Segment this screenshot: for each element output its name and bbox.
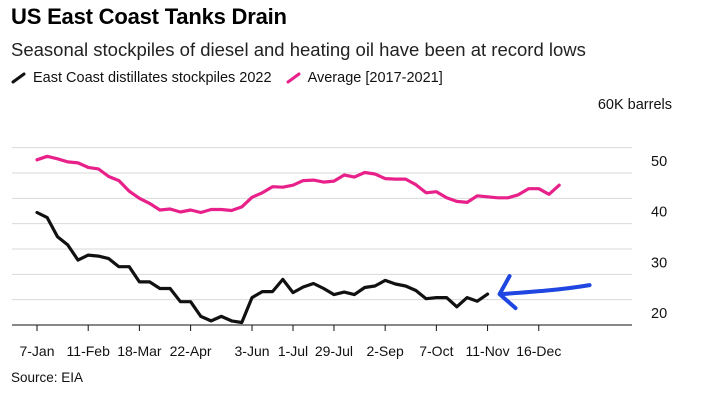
legend: East Coast distillates stockpiles 2022 A… — [11, 70, 457, 86]
legend-label-average: Average [2017-2021] — [307, 70, 443, 86]
y-tick-30: 30 — [651, 255, 667, 271]
chart-subtitle: Seasonal stockpiles of diesel and heatin… — [11, 39, 586, 60]
arrow-shaft — [499, 283, 592, 297]
legend-swatch-average — [286, 72, 301, 84]
legend-item-2022: East Coast distillates stockpiles 2022 — [11, 70, 272, 86]
x-axis: 7-Jan 11-Feb 18-Mar 22-Apr 3-Jun 1-Jul 29-Jul 2… — [12, 324, 632, 359]
series-lines — [35, 154, 561, 325]
y-axis-ticks: 20 30 40 50 — [651, 154, 667, 322]
x-tick-label-1-Jul: 1-Jul — [278, 343, 308, 359]
x-tick-label-7-Jan: 7-Jan — [19, 343, 54, 359]
x-tick-label-29-Jul: 29-Jul — [315, 343, 353, 359]
gridlines — [12, 147, 632, 301]
x-tick-label-3-Jun: 3-Jun — [235, 343, 270, 359]
x-tick-label-2-Sep: 2-Sep — [366, 343, 404, 359]
y-axis-unit-label: 60K barrels — [597, 97, 672, 113]
y-tick-20: 20 — [651, 306, 667, 322]
arrow-head — [497, 274, 518, 311]
x-tick-label-7-Oct: 7-Oct — [419, 343, 453, 359]
x-tick-label-11-Feb: 11-Feb — [67, 343, 111, 359]
series-line-2022 — [35, 210, 490, 325]
x-tick-label-16-Dec: 16-Dec — [516, 343, 561, 359]
y-tick-40: 40 — [651, 205, 667, 221]
chart-title: US East Coast Tanks Drain — [11, 4, 287, 29]
source-note: Source: EIA — [11, 370, 84, 385]
legend-swatch-2022 — [11, 72, 26, 84]
legend-label-2022: East Coast distillates stockpiles 2022 — [33, 70, 272, 86]
series-line-average — [35, 154, 561, 215]
x-tick-label-22-Apr: 22-Apr — [170, 343, 212, 359]
x-tick-label-11-Nov: 11-Nov — [466, 343, 510, 359]
y-tick-50: 50 — [651, 154, 667, 170]
annotation-arrow — [497, 274, 592, 311]
legend-item-average: Average [2017-2021] — [286, 70, 443, 86]
x-tick-label-18-Mar: 18-Mar — [117, 343, 162, 359]
